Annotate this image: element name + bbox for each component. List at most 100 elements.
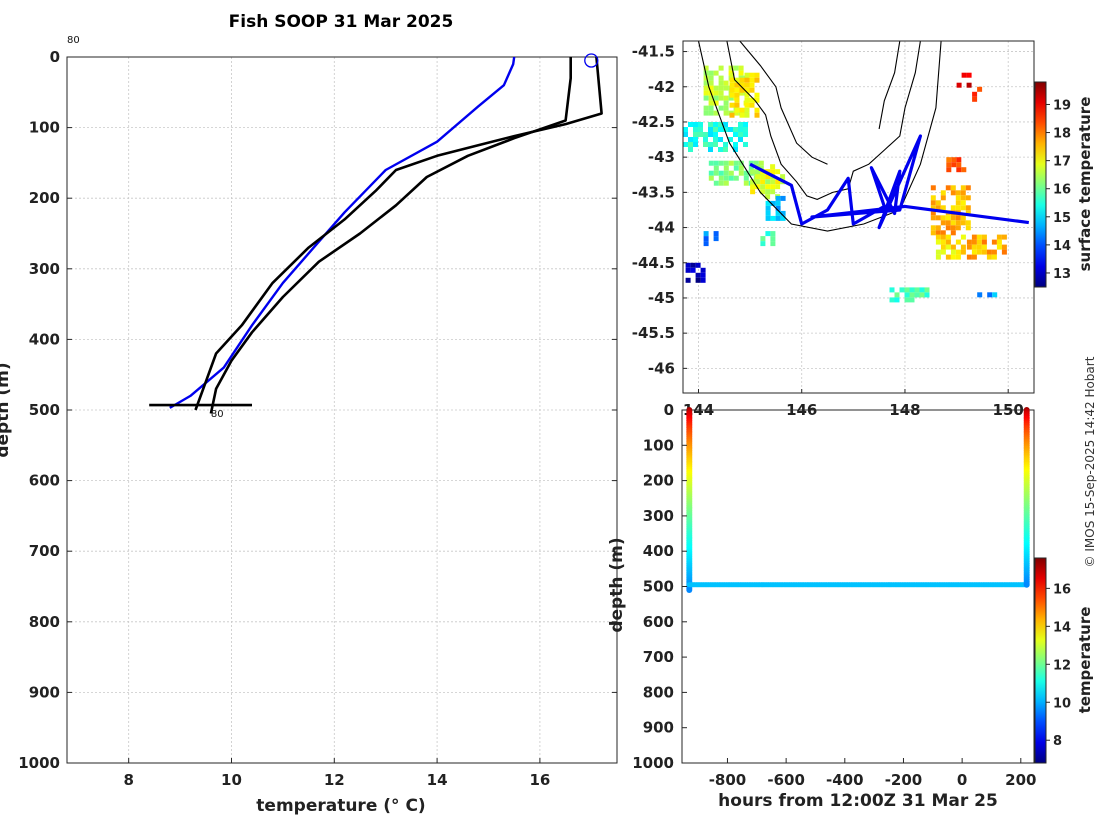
timeseries-ytick-label: 600 xyxy=(643,613,674,631)
sst-pixel xyxy=(755,174,761,180)
sst-pixel xyxy=(966,82,972,88)
sst-pixel xyxy=(734,92,740,98)
timeseries-colorbar-tick-label: 16 xyxy=(1053,582,1071,597)
timeseries-ytick-label: 400 xyxy=(643,542,674,560)
sst-pixel xyxy=(729,102,735,108)
sst-pixel xyxy=(961,167,967,173)
profile-annotation: 80 xyxy=(211,409,224,420)
sst-pixel xyxy=(971,254,977,260)
sst-pixel xyxy=(718,75,724,81)
sst-pixel xyxy=(760,184,766,190)
sst-pixel xyxy=(703,236,709,242)
sst-pixel xyxy=(708,110,714,116)
sst-pixel xyxy=(718,170,724,176)
sst-pixel xyxy=(780,195,786,201)
sst-pixel xyxy=(703,95,709,101)
sst-pixel xyxy=(935,230,941,236)
sst-pixel xyxy=(739,82,745,88)
sst-pixel xyxy=(930,185,936,191)
sst-pixel xyxy=(889,297,895,303)
sst-pixel xyxy=(723,95,729,101)
profile-annotation: 80 xyxy=(67,35,80,46)
sst-pixel xyxy=(743,142,748,147)
sst-pixel xyxy=(744,77,750,83)
sst-pixel xyxy=(971,239,977,245)
sst-pixel xyxy=(909,292,915,298)
sst-pixel xyxy=(977,86,983,92)
sst-pixel xyxy=(685,262,691,268)
timeseries-colorbar xyxy=(1034,557,1047,764)
profile-xtick-label: 10 xyxy=(221,771,242,789)
sst-pixel xyxy=(749,82,755,88)
sst-pixel xyxy=(718,85,724,91)
sst-pixel xyxy=(770,179,776,185)
sst-pixel xyxy=(743,175,749,181)
sst-pixel xyxy=(703,90,709,96)
sst-pixel xyxy=(700,267,706,273)
sst-pixel xyxy=(703,142,708,147)
sst-pixel xyxy=(723,147,728,152)
sst-pixel xyxy=(940,234,946,240)
sst-pixel xyxy=(986,249,992,255)
sst-pixel xyxy=(703,231,709,237)
sst-pixel xyxy=(935,200,941,206)
sst-pixel xyxy=(733,65,739,71)
sst-pixel xyxy=(754,72,760,78)
sst-pixel xyxy=(987,292,993,298)
sst-pixel xyxy=(718,180,724,186)
profile-ylabel: depth (m) xyxy=(0,362,13,457)
sst-pixel xyxy=(734,82,740,88)
sst-pixel xyxy=(930,225,936,231)
sst-pixel xyxy=(765,200,771,206)
sst-pixel xyxy=(981,249,987,255)
sst-pixel xyxy=(950,230,956,236)
sst-pixel xyxy=(775,179,781,185)
sst-pixel xyxy=(950,220,956,226)
sst-pixel xyxy=(713,110,719,116)
sst-pixel xyxy=(960,234,966,240)
timeseries-ytick-label: 100 xyxy=(643,436,674,454)
timeseries-ytick-label: 700 xyxy=(643,648,674,666)
sst-pixel xyxy=(734,87,740,93)
timeseries-colorbar-label: temperature xyxy=(1076,607,1094,714)
sst-pixel xyxy=(909,297,915,303)
sst-pixel xyxy=(693,132,698,137)
sst-pixel xyxy=(765,194,771,200)
sst-pixel xyxy=(976,239,982,245)
sst-pixel xyxy=(683,132,688,137)
sst-pixel xyxy=(991,254,997,260)
sst-pixel xyxy=(728,95,734,101)
sst-pixel xyxy=(955,254,961,260)
map-colorbar-tick-label: 13 xyxy=(1053,267,1071,282)
sst-pixel xyxy=(965,195,971,201)
sst-pixel xyxy=(945,239,951,245)
sst-pixel xyxy=(758,160,764,166)
sst-pixel xyxy=(743,132,748,137)
sst-pixel xyxy=(946,167,952,173)
sst-pixel xyxy=(734,107,740,113)
sst-pixel xyxy=(955,205,961,211)
sst-pixel xyxy=(723,110,729,116)
profile-ytick-label: 500 xyxy=(29,401,60,419)
sst-pixel xyxy=(930,215,936,221)
sst-pixel xyxy=(713,100,719,106)
timeseries-ytick-label: 1000 xyxy=(632,754,674,772)
sst-pixel xyxy=(723,175,729,181)
sst-pixel xyxy=(728,137,733,142)
sst-pixel xyxy=(770,215,776,221)
sst-pixel xyxy=(955,195,961,201)
sst-pixel xyxy=(955,225,961,231)
sst-pixel xyxy=(991,239,997,245)
sst-pixel xyxy=(765,210,771,216)
map-content xyxy=(683,41,1030,303)
sst-pixel xyxy=(955,190,961,196)
sst-pixel xyxy=(904,287,910,293)
sst-pixel xyxy=(708,160,714,166)
profile-start-marker xyxy=(584,53,599,68)
sst-pixel xyxy=(738,127,743,132)
sst-pixel xyxy=(690,262,696,268)
sst-pixel xyxy=(904,292,910,298)
sst-pixel xyxy=(940,190,946,196)
sst-pixel xyxy=(935,234,941,240)
profile-series-line xyxy=(194,56,603,411)
